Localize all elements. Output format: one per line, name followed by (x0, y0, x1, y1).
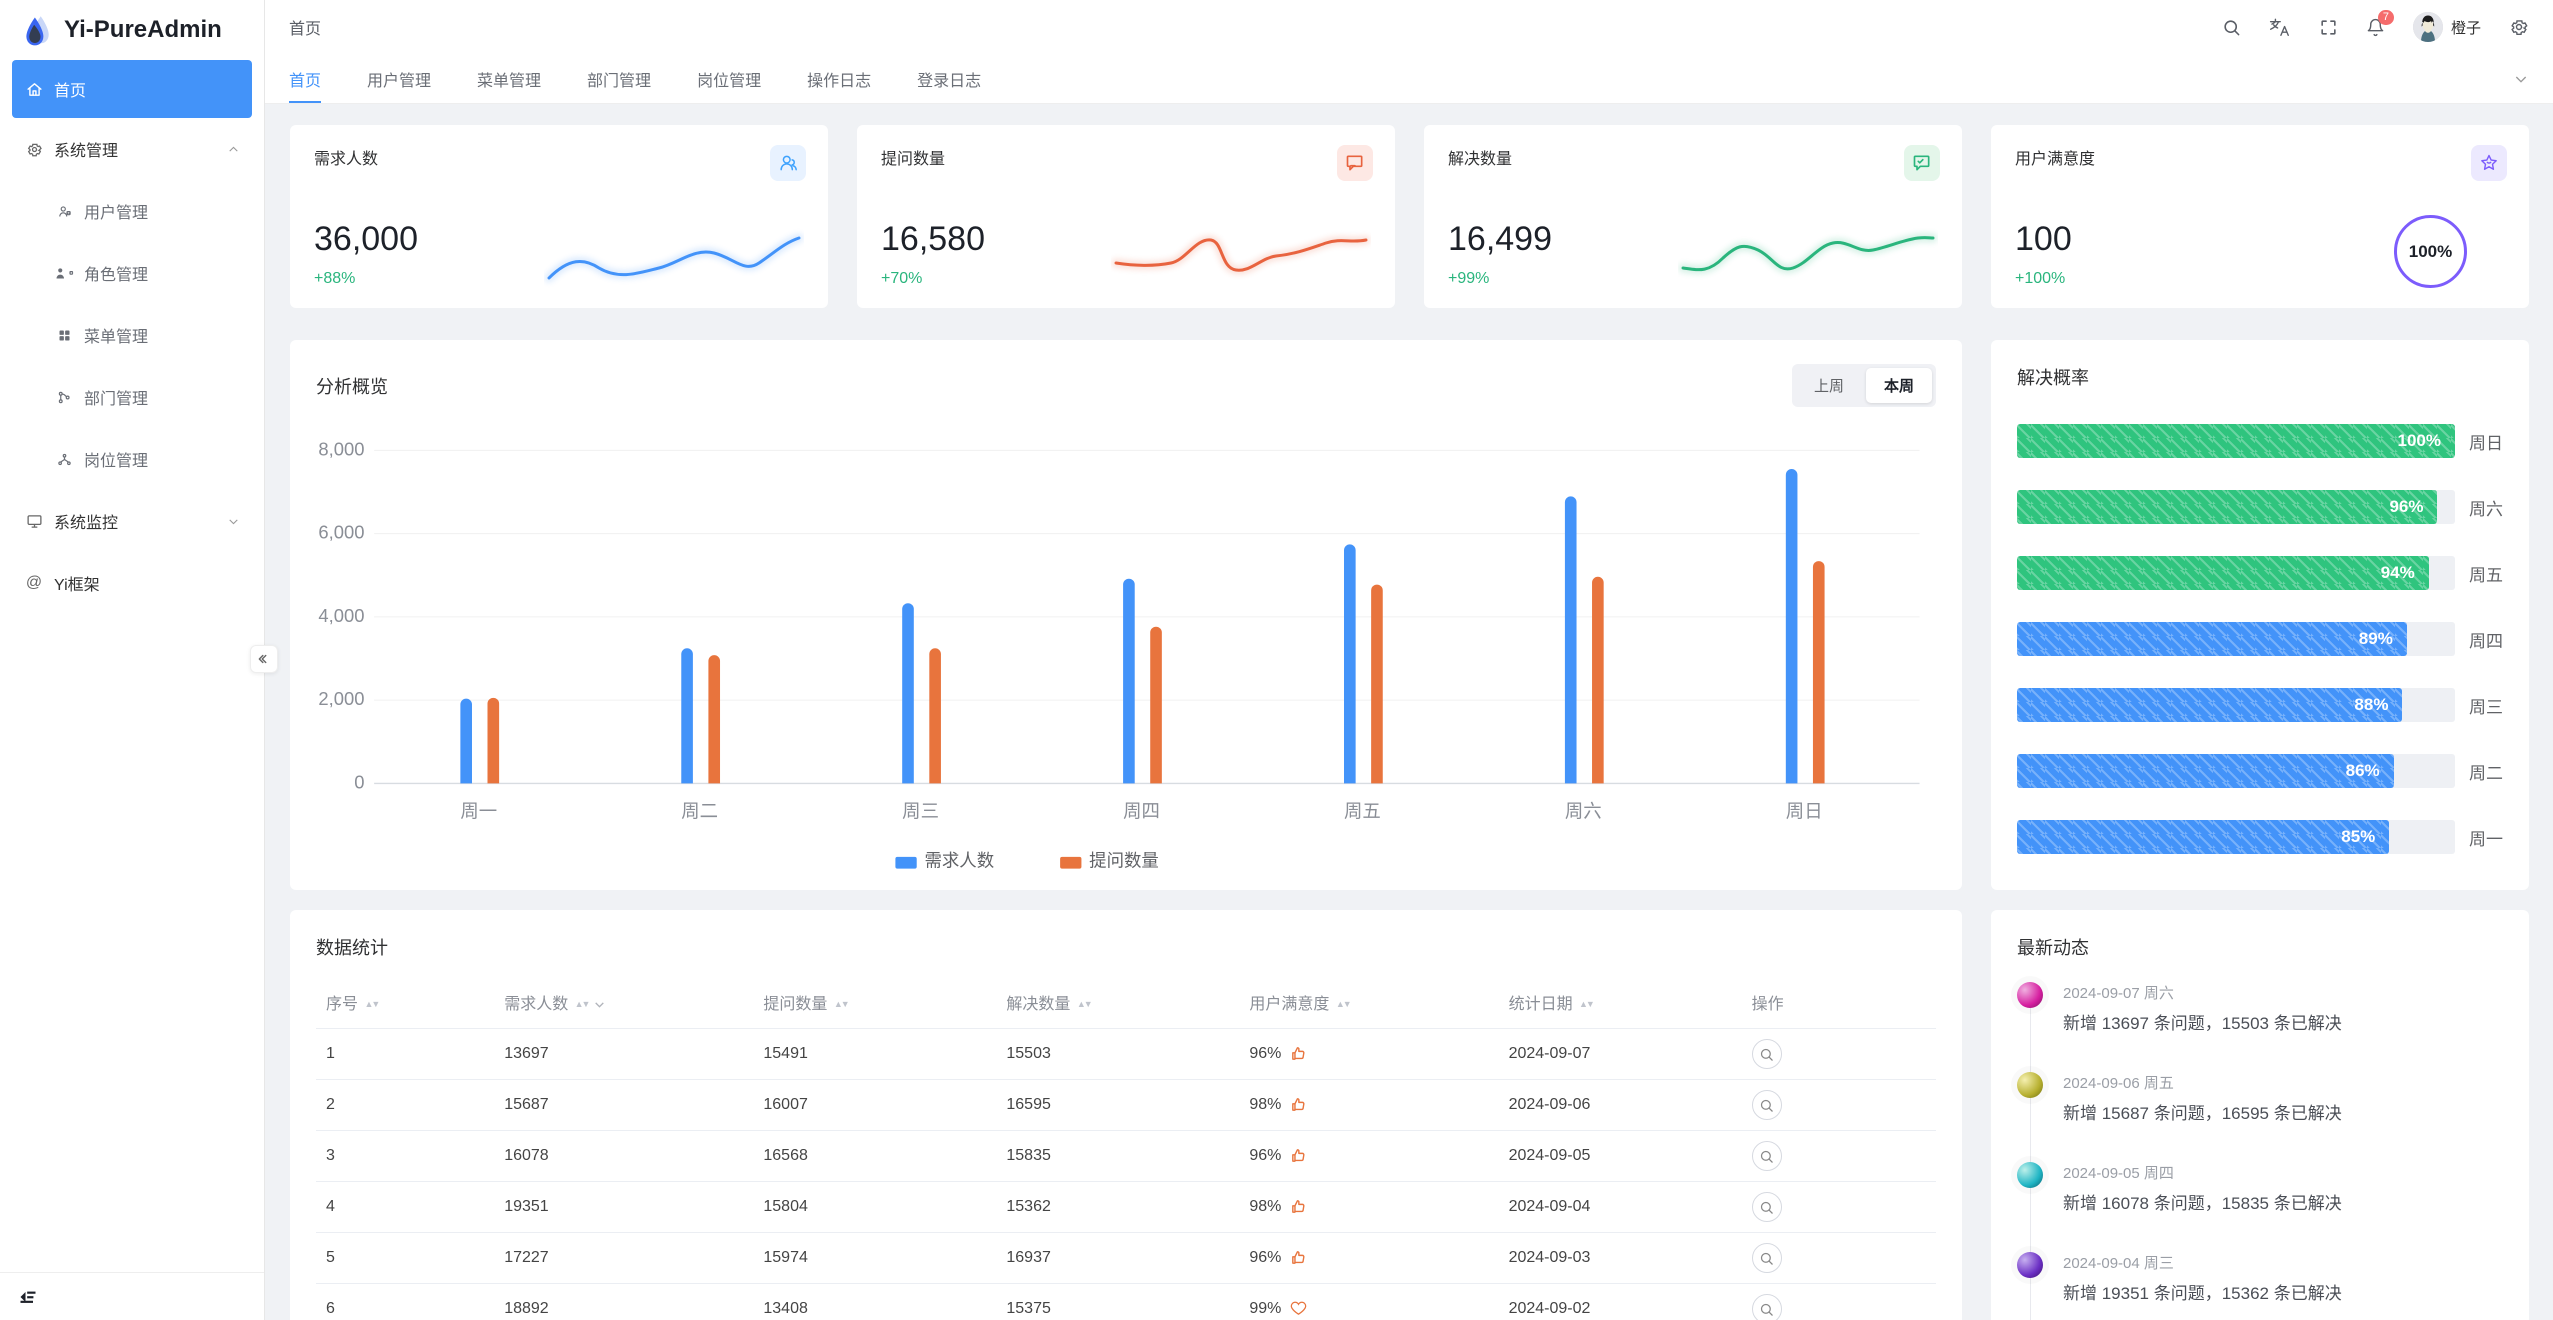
svg-text:周六: 周六 (1565, 801, 1602, 822)
svg-text:4,000: 4,000 (318, 605, 364, 626)
svg-text:周三: 周三 (902, 801, 939, 822)
svg-text:提问数量: 提问数量 (1089, 851, 1159, 871)
svg-text:周四: 周四 (1123, 801, 1160, 822)
svg-text:周日: 周日 (1786, 801, 1823, 822)
svg-text:周五: 周五 (1344, 801, 1381, 822)
svg-text:2,000: 2,000 (318, 688, 364, 709)
svg-text:0: 0 (354, 771, 364, 792)
svg-text:需求人数: 需求人数 (924, 851, 994, 871)
svg-text:6,000: 6,000 (318, 521, 364, 542)
svg-text:周一: 周一 (460, 801, 497, 822)
svg-text:周二: 周二 (681, 801, 718, 822)
svg-text:8,000: 8,000 (318, 438, 364, 459)
